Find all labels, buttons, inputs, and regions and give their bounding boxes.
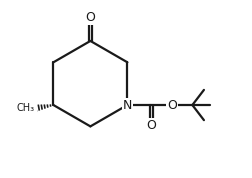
Text: O: O	[85, 11, 95, 24]
Text: O: O	[167, 98, 177, 112]
Text: O: O	[146, 119, 156, 132]
Text: N: N	[123, 98, 132, 112]
Text: CH₃: CH₃	[17, 103, 35, 113]
